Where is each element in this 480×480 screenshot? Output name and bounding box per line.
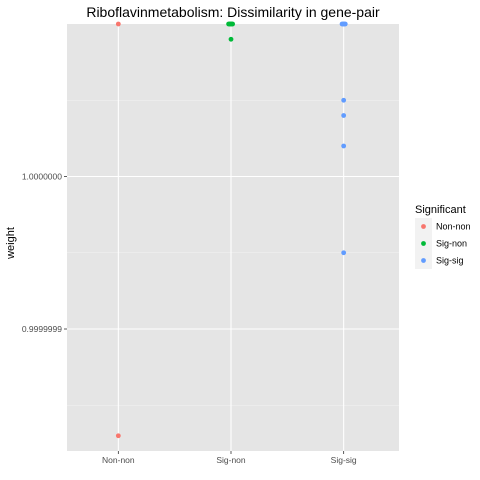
data-point	[228, 36, 234, 42]
legend-label: Non-non	[436, 222, 471, 232]
x-tick-label: Sig-non	[216, 455, 246, 465]
data-points	[115, 21, 348, 439]
legend-label: Sig-non	[436, 239, 467, 249]
legend-title: Significant	[415, 204, 466, 216]
x-axis: Non-non Sig-non Sig-sig	[102, 451, 357, 465]
y-axis: 0.9999999 1.0000000	[22, 172, 67, 334]
major-grid	[67, 24, 399, 451]
data-point	[230, 21, 236, 27]
legend: Significant Non-non Sig-non Sig-sig	[415, 204, 471, 269]
y-tick-label: 1.0000000	[22, 172, 62, 182]
y-axis-title: weight	[5, 227, 17, 260]
data-point	[226, 21, 232, 27]
y-tick-label: 0.9999999	[22, 324, 62, 334]
legend-marker	[421, 258, 426, 263]
data-point	[341, 143, 347, 149]
legend-marker	[421, 224, 426, 229]
data-point	[115, 433, 121, 439]
x-tick-label: Sig-sig	[331, 455, 357, 465]
legend-label: Sig-sig	[436, 256, 464, 266]
data-point	[115, 21, 121, 27]
plot-panel	[67, 24, 399, 451]
x-tick-label: Non-non	[102, 455, 135, 465]
data-point	[342, 21, 348, 27]
legend-marker	[421, 241, 426, 246]
chart-title: Riboflavinmetabolism: Dissimilarity in g…	[86, 4, 380, 20]
data-point	[341, 113, 347, 118]
data-point	[341, 250, 347, 256]
data-point	[341, 97, 347, 103]
legend-items: Non-non Sig-non Sig-sig	[415, 218, 471, 269]
